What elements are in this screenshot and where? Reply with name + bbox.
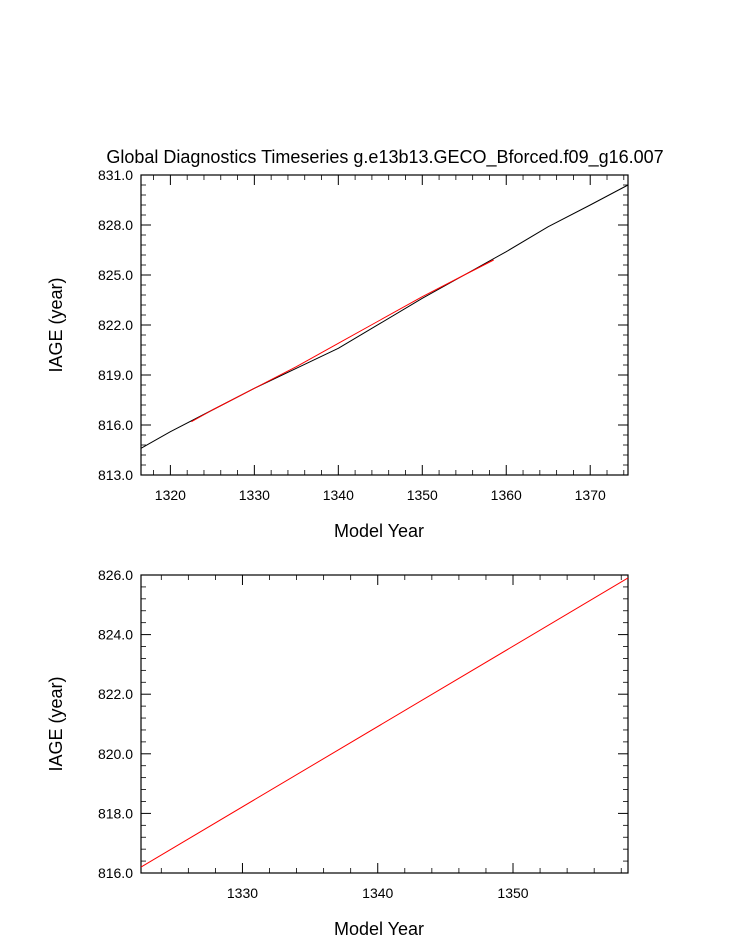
bottom-x-tick-label: 1330 bbox=[227, 885, 258, 901]
top-y-tick-label: 825.0 bbox=[98, 267, 133, 283]
top-x-tick-label: 1370 bbox=[575, 487, 606, 503]
top-x-tick-label: 1320 bbox=[155, 487, 186, 503]
bottom-y-tick-label: 826.0 bbox=[98, 567, 133, 583]
top-y-axis-label: IAGE (year) bbox=[46, 277, 66, 372]
top-y-tick-label: 816.0 bbox=[98, 417, 133, 433]
top-series-line-1 bbox=[191, 259, 494, 423]
top-chart: Global Diagnostics Timeseries g.e13b13.G… bbox=[46, 147, 664, 541]
top-y-tick-label: 819.0 bbox=[98, 367, 133, 383]
bottom-y-tick-label: 816.0 bbox=[98, 865, 133, 881]
top-y-tick-label: 822.0 bbox=[98, 317, 133, 333]
top-y-tick-label: 831.0 bbox=[98, 167, 133, 183]
top-y-tick-label: 813.0 bbox=[98, 467, 133, 483]
bottom-y-axis-label: IAGE (year) bbox=[46, 676, 66, 771]
top-x-tick-label: 1350 bbox=[407, 487, 438, 503]
top-x-tick-label: 1340 bbox=[323, 487, 354, 503]
bottom-x-tick-label: 1350 bbox=[497, 885, 528, 901]
bottom-y-tick-label: 824.0 bbox=[98, 627, 133, 643]
bottom-x-tick-label: 1340 bbox=[362, 885, 393, 901]
bottom-plot-frame bbox=[140, 574, 629, 874]
bottom-y-tick-label: 822.0 bbox=[98, 686, 133, 702]
bottom-x-axis-label: Model Year bbox=[334, 919, 424, 939]
top-x-tick-label: 1360 bbox=[491, 487, 522, 503]
chart-title: Global Diagnostics Timeseries g.e13b13.G… bbox=[106, 147, 663, 168]
top-y-tick-label: 828.0 bbox=[98, 217, 133, 233]
bottom-series-line-0 bbox=[140, 577, 629, 868]
top-plot-frame bbox=[140, 174, 629, 476]
bottom-chart: Model Year IAGE (year) 1330 1340 1350 816.0… bbox=[46, 567, 629, 939]
top-x-tick-label: 1330 bbox=[239, 487, 270, 503]
top-x-axis-label: Model Year bbox=[334, 521, 424, 541]
bottom-y-tick-label: 820.0 bbox=[98, 746, 133, 762]
bottom-y-tick-label: 818.0 bbox=[98, 805, 133, 821]
